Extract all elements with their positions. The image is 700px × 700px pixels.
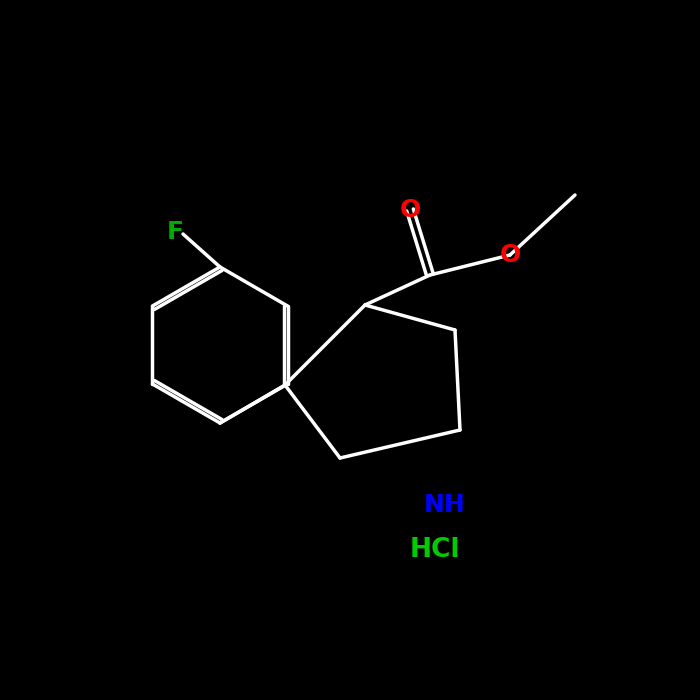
Text: O: O xyxy=(400,198,421,222)
Text: HCl: HCl xyxy=(410,537,461,563)
Text: F: F xyxy=(167,220,183,244)
Text: O: O xyxy=(499,243,521,267)
Text: NH: NH xyxy=(424,493,466,517)
